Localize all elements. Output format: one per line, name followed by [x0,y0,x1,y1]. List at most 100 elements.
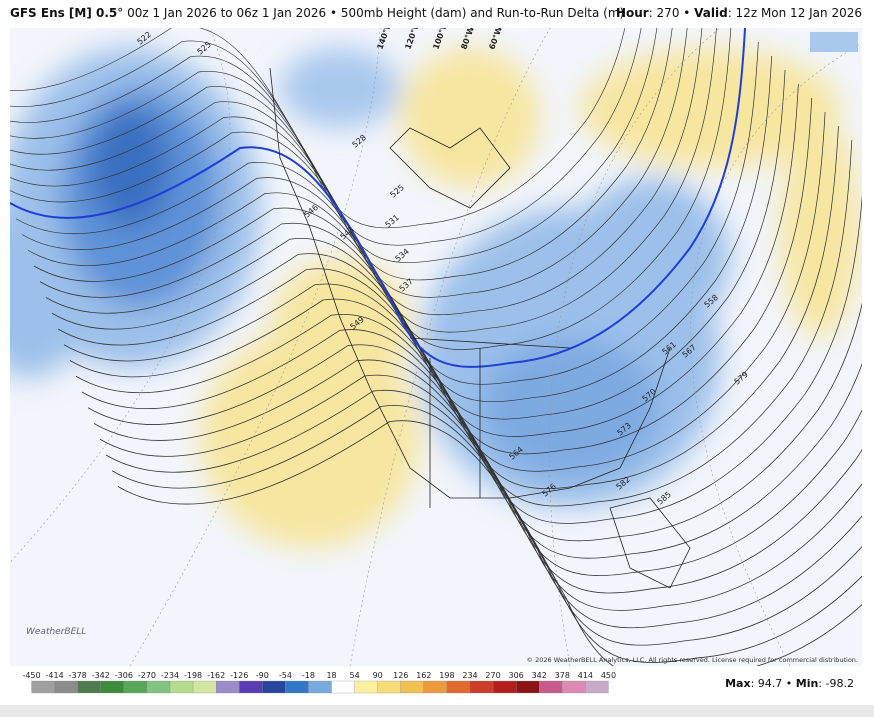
footer-strip [0,705,874,717]
contour [10,28,626,229]
contour [99,374,862,629]
stats: Max: 94.7 • Min: -98.2 [725,677,854,690]
colorbar-swatch [285,680,309,694]
colorbar-tick-label: -270 [138,671,156,680]
max: : 94.7 • [750,677,796,690]
colorbar-tick-label: 126 [393,671,408,680]
colorbar-tick-label: 342 [532,671,547,680]
colorbar-tick-label: -18 [302,671,315,680]
colorbar-swatch [308,680,332,694]
colorbar-tick-label: 414 [578,671,593,680]
copyright: © 2026 WeatherBELL Analytics, LLC. All r… [527,656,858,664]
colorbar-tick-label: -90 [256,671,269,680]
colorbar-swatch [469,680,494,694]
colorbar-tick-label: -162 [207,671,225,680]
contour [10,28,732,350]
contour [10,28,703,316]
hour-label: Hour [615,6,649,20]
contour [51,125,839,489]
contour [69,298,862,542]
colorbar-swatch [54,680,78,694]
min: : -98.2 [818,677,854,690]
contour [45,111,826,472]
colorbar-swatch [239,680,263,694]
valid-label: Valid [694,6,728,20]
colorbar-tick-label: 450 [601,671,616,680]
title-bold: GFS Ens [M] 0.5 [10,6,118,20]
colorbar-tick-label: 234 [462,671,477,680]
colorbar-tick-label: 198 [439,671,454,680]
colorbar-swatch [262,680,286,694]
colorbar-swatch [354,680,378,694]
contour [57,139,853,507]
colorbar-tick-label: 90 [373,671,383,680]
contour [10,28,673,281]
contour [39,97,813,455]
colorbar-swatch [585,680,609,694]
540-contour [10,28,746,368]
colorbar-tick-label: -306 [115,671,133,680]
contour [15,41,759,385]
contour [111,405,862,663]
colorbar-swatch [123,680,148,694]
graticule [10,28,231,563]
graticule [690,42,862,666]
contour [21,55,773,403]
colorbar-tick-label: -414 [46,671,64,680]
coastlines [389,127,691,589]
contour [27,69,786,420]
colorbar-tick-label: -126 [230,671,248,680]
contour [105,389,862,646]
colorbar: -450 -414 -378 -342 -306 -270 -234 -198 -162 -126… [22,671,616,694]
colorbar-tick-label: 270 [485,671,500,680]
colorbar-tick-label: 18 [326,671,336,680]
contour [81,329,862,576]
colorbar-tick-label: -54 [279,671,292,680]
colorbar-swatch [146,680,171,694]
valid-info: Hour: 270 • Valid: 12z Mon 12 Jan 2026 [616,6,862,20]
valid: : 12z Mon 12 Jan 2026 [727,6,862,20]
map: WeatherBELL © 2026 WeatherBELL Analytics… [10,28,862,666]
contour [75,313,862,559]
min-label: Min [795,677,819,690]
logo: WeatherBELL [26,627,86,637]
contour [10,28,688,298]
header: GFS Ens [M] 0.5° 00z 1 Jan 2026 to 06z 1… [10,6,862,20]
colorbar-swatch [216,680,240,694]
colorbar-swatch [331,680,355,694]
colorbar-swatch [423,680,448,694]
colorbar-swatch [169,680,194,694]
contour [33,83,799,437]
borders [269,67,671,508]
contour [93,359,862,611]
max-label: Max [725,677,751,690]
height-contours [10,28,862,666]
colorbar-tick-label: -198 [184,671,202,680]
colorbar-swatch [492,680,517,694]
contour [10,28,642,246]
colorbar-swatch [377,680,401,694]
colorbar-tick-label: 306 [509,671,524,680]
title: ° 00z 1 Jan 2026 to 06z 1 Jan 2026 • 500… [117,6,625,20]
colorbar-tick-label: -450 [22,671,40,680]
colorbar-swatch [192,680,217,694]
contour [63,194,862,524]
colorbar-swatch [562,680,586,694]
graticule [129,28,381,666]
colorbar-swatch [539,680,563,694]
contour [117,420,862,666]
hour: : 270 • [648,6,695,20]
colorbar-tick-label: 54 [350,671,360,680]
contour [87,344,862,594]
contour [10,28,658,263]
corner-field [810,32,858,52]
colorbar-tick-label: -342 [92,671,110,680]
colorbar-swatch [31,680,55,694]
colorbar-tick-label: -234 [161,671,179,680]
colorbar-tick-label: -378 [69,671,87,680]
colorbar-swatch [516,680,540,694]
colorbar-tick-label: 162 [416,671,431,680]
colorbar-swatch [446,680,471,694]
colorbar-swatch [77,680,101,694]
